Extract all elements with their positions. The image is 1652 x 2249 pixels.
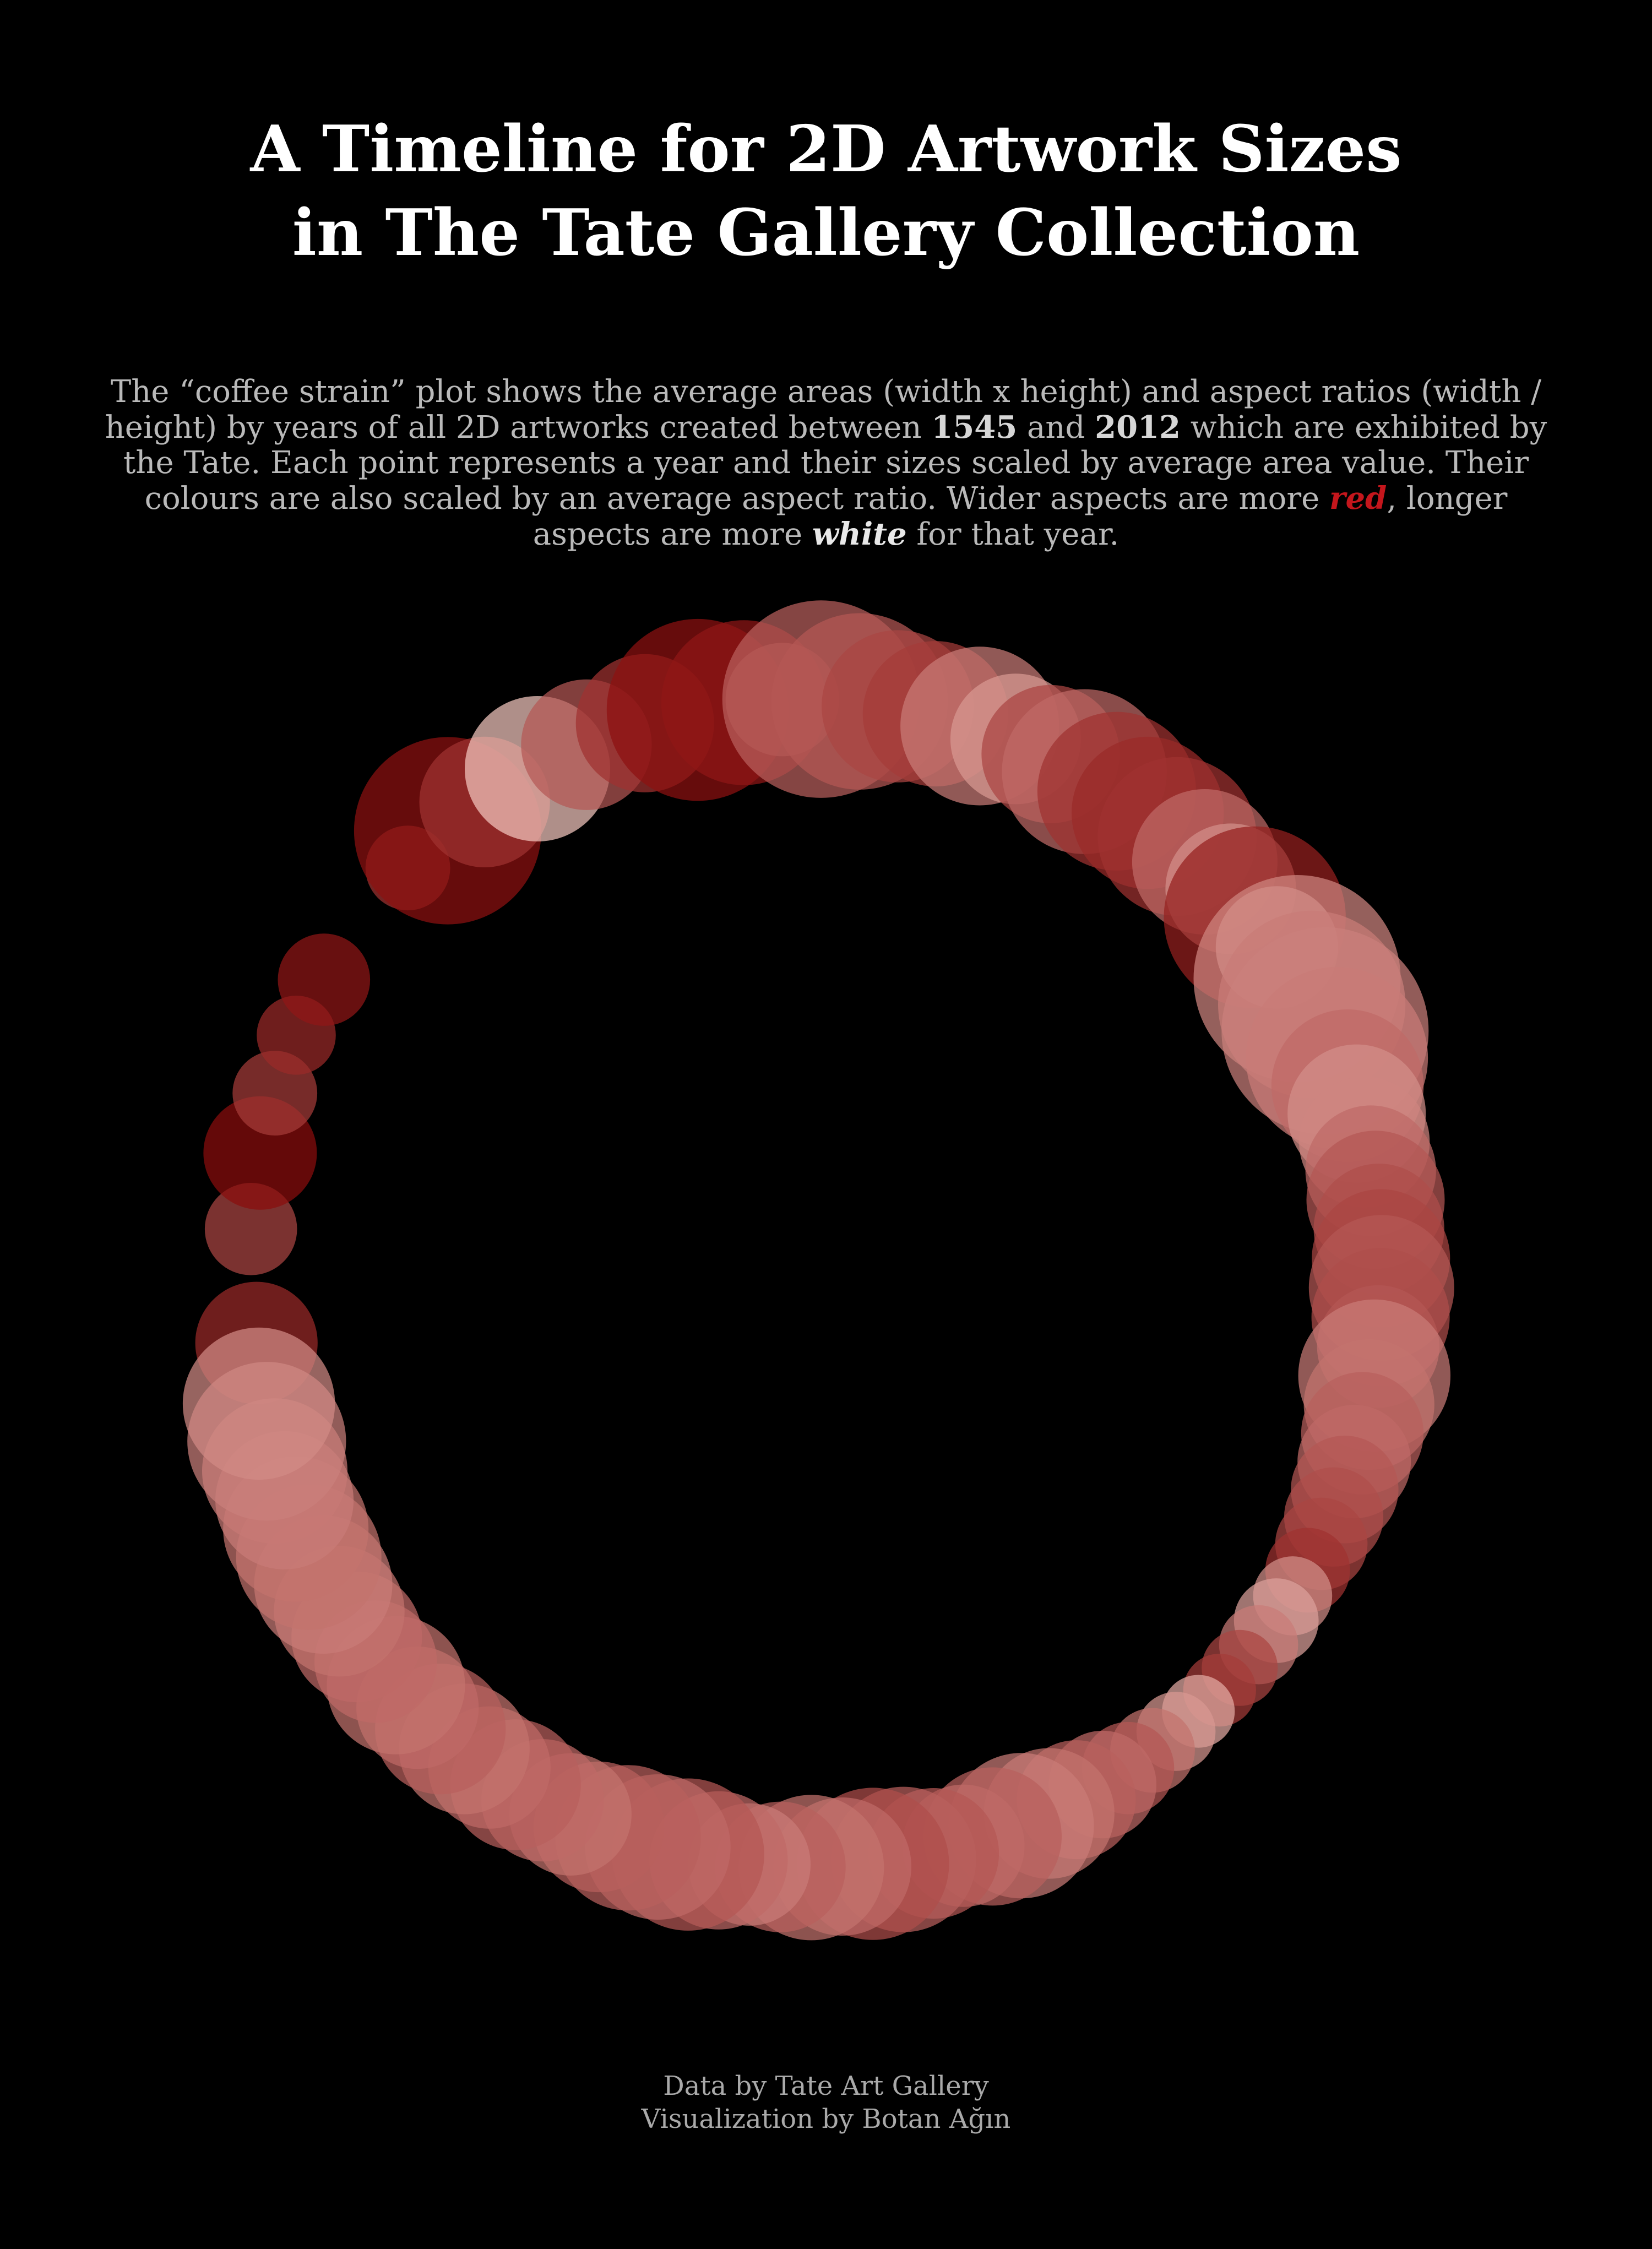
credits: Data by Tate Art Gallery Visualization b…: [0, 2069, 1652, 2136]
credit-data-source: Data by Tate Art Gallery: [663, 2071, 989, 2101]
start-year: 1545: [931, 409, 1018, 446]
chart-points: [182, 600, 1454, 1941]
chart-description: The “coffee strain” plot shows the avera…: [83, 374, 1569, 552]
point-1594: [278, 933, 371, 1026]
chart-title: A Timeline for 2D Artwork Sizes in The T…: [0, 107, 1652, 275]
description-text-2: which are exhibited by the Tate. Each po…: [123, 410, 1547, 517]
title-line-1: A Timeline for 2D Artwork Sizes: [250, 112, 1402, 187]
description-text-4: for that year.: [906, 517, 1120, 552]
end-year: 2012: [1095, 409, 1181, 446]
title-line-2: in The Tate Gallery Collection: [292, 195, 1360, 270]
description-text-1: The “coffee strain” plot shows the avera…: [105, 374, 1542, 446]
red-word: red: [1329, 480, 1387, 517]
credit-visualization: Visualization by Botan Ağın: [641, 2104, 1011, 2134]
point-2012: [182, 1327, 335, 1480]
white-word: white: [812, 516, 907, 552]
description-text-3: , longer aspects are more: [532, 481, 1508, 552]
description-and: and: [1017, 410, 1095, 446]
